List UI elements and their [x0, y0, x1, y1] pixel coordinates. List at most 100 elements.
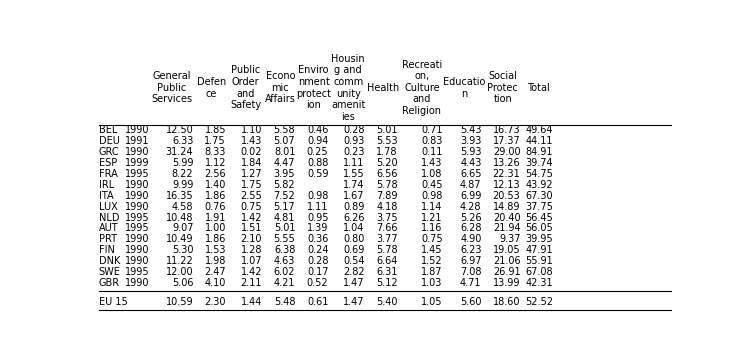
Text: NLD: NLD — [98, 213, 119, 223]
Text: 12.00: 12.00 — [166, 267, 194, 277]
Text: 3.93: 3.93 — [460, 136, 481, 146]
Text: PRT: PRT — [98, 234, 116, 244]
Text: 6.99: 6.99 — [460, 191, 481, 201]
Text: 0.71: 0.71 — [421, 125, 442, 135]
Text: 55.91: 55.91 — [526, 256, 553, 266]
Text: 39.74: 39.74 — [526, 158, 553, 168]
Text: 1.11: 1.11 — [307, 202, 328, 212]
Text: 5.93: 5.93 — [460, 147, 481, 157]
Text: Defen
ce: Defen ce — [197, 77, 226, 98]
Text: Econo
mic
Affairs: Econo mic Affairs — [265, 71, 296, 104]
Text: 5.26: 5.26 — [460, 213, 481, 223]
Text: 0.76: 0.76 — [204, 202, 226, 212]
Text: Housin
g and
comm
unity
amenit
ies: Housin g and comm unity amenit ies — [331, 54, 366, 122]
Text: 4.10: 4.10 — [204, 278, 226, 288]
Text: 56.05: 56.05 — [526, 224, 553, 234]
Text: 1.67: 1.67 — [343, 191, 364, 201]
Text: 1990: 1990 — [125, 191, 149, 201]
Text: 18.60: 18.60 — [493, 297, 520, 307]
Text: FRA: FRA — [98, 169, 117, 179]
Text: 0.36: 0.36 — [307, 234, 328, 244]
Text: 0.23: 0.23 — [343, 147, 364, 157]
Text: 3.75: 3.75 — [376, 213, 398, 223]
Text: 6.97: 6.97 — [460, 256, 481, 266]
Text: 6.33: 6.33 — [172, 136, 194, 146]
Text: 1991: 1991 — [125, 136, 149, 146]
Text: 4.63: 4.63 — [274, 256, 295, 266]
Text: 5.07: 5.07 — [273, 136, 295, 146]
Text: 5.48: 5.48 — [274, 297, 295, 307]
Text: 0.11: 0.11 — [421, 147, 442, 157]
Text: 1.78: 1.78 — [376, 147, 398, 157]
Text: 1.04: 1.04 — [343, 224, 364, 234]
Text: 1.11: 1.11 — [343, 158, 364, 168]
Text: 5.12: 5.12 — [376, 278, 398, 288]
Text: 3.77: 3.77 — [376, 234, 398, 244]
Text: ITA: ITA — [98, 191, 113, 201]
Text: 0.98: 0.98 — [307, 191, 328, 201]
Text: 1990: 1990 — [125, 256, 149, 266]
Text: 1.42: 1.42 — [240, 213, 262, 223]
Text: GRC: GRC — [98, 147, 119, 157]
Text: 1990: 1990 — [125, 234, 149, 244]
Text: 1.47: 1.47 — [343, 278, 364, 288]
Text: 1.27: 1.27 — [240, 169, 262, 179]
Text: 1.39: 1.39 — [307, 224, 328, 234]
Text: 11.22: 11.22 — [166, 256, 194, 266]
Text: 9.07: 9.07 — [172, 224, 194, 234]
Text: 1999: 1999 — [125, 158, 149, 168]
Text: 1990: 1990 — [125, 245, 149, 255]
Text: 0.75: 0.75 — [240, 202, 262, 212]
Text: 5.20: 5.20 — [376, 158, 398, 168]
Text: 0.93: 0.93 — [343, 136, 364, 146]
Text: 5.40: 5.40 — [376, 297, 398, 307]
Text: DNK: DNK — [98, 256, 120, 266]
Text: 0.61: 0.61 — [307, 297, 328, 307]
Text: 5.82: 5.82 — [273, 180, 295, 190]
Text: 0.75: 0.75 — [421, 234, 442, 244]
Text: 16.35: 16.35 — [166, 191, 194, 201]
Text: 8.01: 8.01 — [274, 147, 295, 157]
Text: 1.43: 1.43 — [241, 136, 262, 146]
Text: 1.00: 1.00 — [204, 224, 226, 234]
Text: 0.89: 0.89 — [343, 202, 364, 212]
Text: 2.82: 2.82 — [343, 267, 364, 277]
Text: 5.78: 5.78 — [376, 245, 398, 255]
Text: 1.86: 1.86 — [204, 191, 226, 201]
Text: 5.17: 5.17 — [273, 202, 295, 212]
Text: 39.95: 39.95 — [526, 234, 553, 244]
Text: 1.03: 1.03 — [421, 278, 442, 288]
Text: 20.40: 20.40 — [493, 213, 520, 223]
Text: 17.37: 17.37 — [493, 136, 520, 146]
Text: 21.06: 21.06 — [493, 256, 520, 266]
Text: 4.58: 4.58 — [172, 202, 194, 212]
Text: 0.45: 0.45 — [421, 180, 442, 190]
Text: 4.90: 4.90 — [460, 234, 481, 244]
Text: 9.99: 9.99 — [172, 180, 194, 190]
Text: 44.11: 44.11 — [526, 136, 553, 146]
Text: 5.01: 5.01 — [376, 125, 398, 135]
Text: 29.00: 29.00 — [493, 147, 520, 157]
Text: 6.26: 6.26 — [343, 213, 364, 223]
Text: 1.44: 1.44 — [241, 297, 262, 307]
Text: 1.51: 1.51 — [240, 224, 262, 234]
Text: 5.01: 5.01 — [274, 224, 295, 234]
Text: 1.42: 1.42 — [240, 267, 262, 277]
Text: 4.47: 4.47 — [274, 158, 295, 168]
Text: 26.91: 26.91 — [493, 267, 520, 277]
Text: 49.64: 49.64 — [526, 125, 553, 135]
Text: 6.23: 6.23 — [460, 245, 481, 255]
Text: 0.95: 0.95 — [307, 213, 328, 223]
Text: 5.30: 5.30 — [172, 245, 194, 255]
Text: SWE: SWE — [98, 267, 120, 277]
Text: 1.85: 1.85 — [204, 125, 226, 135]
Text: 4.43: 4.43 — [460, 158, 481, 168]
Text: 6.65: 6.65 — [460, 169, 481, 179]
Text: 1.10: 1.10 — [241, 125, 262, 135]
Text: 67.30: 67.30 — [526, 191, 553, 201]
Text: 1.12: 1.12 — [204, 158, 226, 168]
Text: DEU: DEU — [98, 136, 119, 146]
Text: 1.75: 1.75 — [240, 180, 262, 190]
Text: 6.28: 6.28 — [460, 224, 481, 234]
Text: 1.45: 1.45 — [421, 245, 442, 255]
